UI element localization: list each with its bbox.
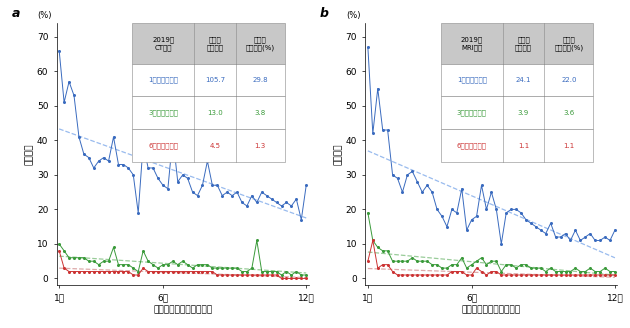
Bar	[132, 129, 285, 162]
Bar	[132, 64, 285, 96]
Text: 22.0: 22.0	[561, 77, 576, 83]
Bar	[132, 23, 285, 64]
Bar	[441, 129, 593, 162]
Text: 1.3: 1.3	[255, 143, 266, 149]
Text: 6か月後の未読: 6か月後の未読	[457, 142, 487, 149]
Text: b: b	[320, 7, 329, 20]
Text: (%): (%)	[37, 11, 52, 20]
Text: 24.1: 24.1	[516, 77, 531, 83]
Text: 4.5: 4.5	[209, 143, 220, 149]
Text: 105.7: 105.7	[205, 77, 225, 83]
Text: 1か月後の未読: 1か月後の未読	[457, 77, 487, 83]
X-axis label: 画像診断レポート発行日: 画像診断レポート発行日	[153, 305, 212, 315]
Text: 未読の
平均割合(%): 未読の 平均割合(%)	[246, 36, 275, 51]
Text: 3.6: 3.6	[563, 110, 575, 116]
Text: 1.1: 1.1	[563, 143, 575, 149]
Text: (%): (%)	[346, 11, 360, 20]
Text: 未読の
平均件数: 未読の 平均件数	[207, 36, 223, 51]
Text: 1か月後の未読: 1か月後の未読	[148, 77, 178, 83]
Text: 未読の
平均割合(%): 未読の 平均割合(%)	[554, 36, 583, 51]
Text: 2019年
MRI検査: 2019年 MRI検査	[461, 36, 483, 51]
Y-axis label: 未読割合: 未読割合	[334, 143, 343, 165]
Text: 3.8: 3.8	[255, 110, 266, 116]
Text: 13.0: 13.0	[207, 110, 223, 116]
Bar	[441, 96, 593, 129]
Text: 3.9: 3.9	[518, 110, 529, 116]
Y-axis label: 未読割合: 未読割合	[25, 143, 34, 165]
Bar	[441, 64, 593, 96]
Text: 3か月後の未読: 3か月後の未読	[457, 110, 487, 116]
X-axis label: 画像診断レポート発行日: 画像診断レポート発行日	[462, 305, 521, 315]
Bar	[441, 23, 593, 64]
Text: 未読の
平均件数: 未読の 平均件数	[515, 36, 532, 51]
Text: 29.8: 29.8	[253, 77, 268, 83]
Text: 1.1: 1.1	[518, 143, 529, 149]
Text: 6か月後の未読: 6か月後の未読	[148, 142, 178, 149]
Text: 3か月後の未読: 3か月後の未読	[148, 110, 178, 116]
Bar	[132, 96, 285, 129]
Text: a: a	[11, 7, 20, 20]
Text: 2019年
CT検査: 2019年 CT検査	[152, 36, 175, 51]
